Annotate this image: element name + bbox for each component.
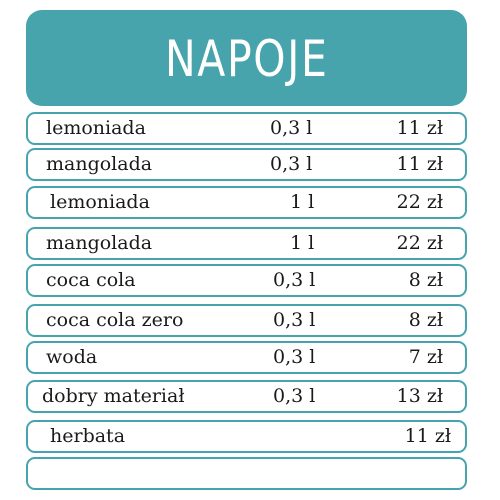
item-volume: 0,3 l (270, 153, 313, 175)
menu-row: coca cola 0,3 l 8 zł (26, 264, 467, 297)
item-volume: 0,3 l (273, 385, 316, 407)
item-name: coca cola (46, 269, 136, 291)
item-price: 22 zł (396, 191, 443, 213)
menu-row: dobry materiał 0,3 l 13 zł (26, 380, 467, 413)
menu-row-empty (26, 457, 467, 490)
item-volume: 0,3 l (273, 346, 316, 368)
menu-row: mangolada 0,3 l 11 zł (26, 148, 467, 181)
menu-row: lemoniada 0,3 l 11 zł (26, 112, 467, 145)
menu-row: coca cola zero 0,3 l 8 zł (26, 304, 467, 337)
item-price: 11 zł (404, 425, 451, 447)
item-name: herbata (50, 425, 126, 447)
item-price: 13 zł (396, 385, 443, 407)
item-name: lemoniada (50, 191, 150, 213)
item-price: 11 zł (396, 153, 443, 175)
item-name: lemoniada (46, 117, 146, 139)
item-volume: 0,3 l (270, 117, 313, 139)
menu-row: mangolada 1 l 22 zł (26, 227, 467, 260)
item-name: coca cola zero (46, 309, 184, 331)
item-volume: 0,3 l (273, 269, 316, 291)
menu-row: lemoniada 1 l 22 zł (26, 186, 467, 219)
item-volume: 1 l (290, 191, 315, 213)
item-price: 8 zł (408, 309, 443, 331)
menu-header: NAPOJE (26, 10, 467, 106)
menu-title: NAPOJE (164, 30, 329, 88)
item-name: woda (46, 346, 98, 368)
item-price: 22 zł (396, 232, 443, 254)
item-name: dobry materiał (42, 385, 185, 407)
menu-row: woda 0,3 l 7 zł (26, 341, 467, 374)
item-name: mangolada (46, 153, 153, 175)
item-name: mangolada (46, 232, 153, 254)
menu-row: herbata 11 zł (26, 420, 467, 453)
item-price: 7 zł (408, 346, 443, 368)
item-volume: 1 l (290, 232, 315, 254)
item-price: 11 zł (396, 117, 443, 139)
item-price: 8 zł (408, 269, 443, 291)
item-volume: 0,3 l (273, 309, 316, 331)
